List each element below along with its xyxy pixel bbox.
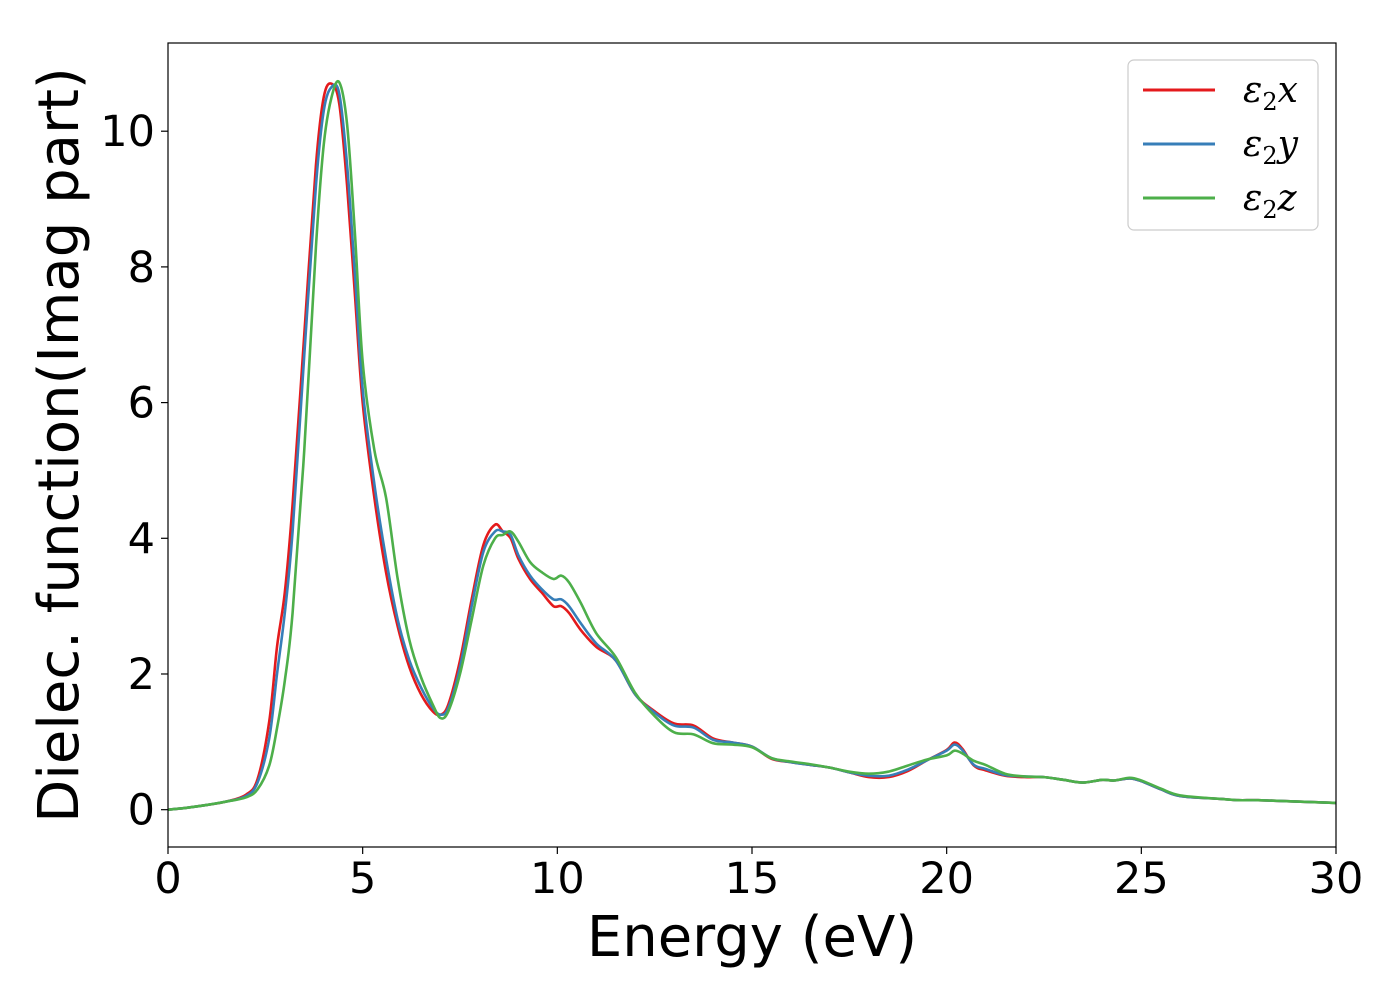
x-tick-label: 30: [1309, 854, 1364, 904]
x-tick-label: 20: [919, 854, 974, 904]
y-tick-label: 0: [128, 786, 155, 836]
x-axis: 0 5 10 15 20 25 30: [154, 847, 1363, 904]
y-tick-label: 6: [128, 379, 155, 429]
legend-label-z: ε2z: [1243, 178, 1298, 224]
y-tick-label: 8: [128, 243, 155, 293]
y-tick-label: 2: [128, 650, 155, 700]
legend-label-x: ε2x: [1243, 70, 1298, 116]
series-layer: [168, 79, 1336, 811]
y-axis: 0 2 4 6 8 10: [100, 107, 168, 836]
x-axis-title: Energy (eV): [587, 905, 917, 970]
x-tick-label: 5: [349, 854, 376, 904]
y-tick-label: 4: [128, 514, 155, 564]
x-tick-label: 10: [530, 854, 585, 904]
x-tick-label: 15: [725, 854, 780, 904]
legend-label-y: ε2y: [1243, 124, 1299, 170]
legend-box: [1127, 59, 1319, 231]
x-tick-label: 25: [1114, 854, 1169, 904]
y-tick-label: 10: [100, 107, 155, 157]
x-tick-label: 0: [154, 854, 181, 904]
y-axis-title: Dielec. function(Imag part): [27, 67, 92, 823]
plot-area: [168, 79, 1336, 811]
series-line-z: [168, 79, 1336, 811]
legend: ε2x ε2y ε2z: [1127, 59, 1319, 231]
